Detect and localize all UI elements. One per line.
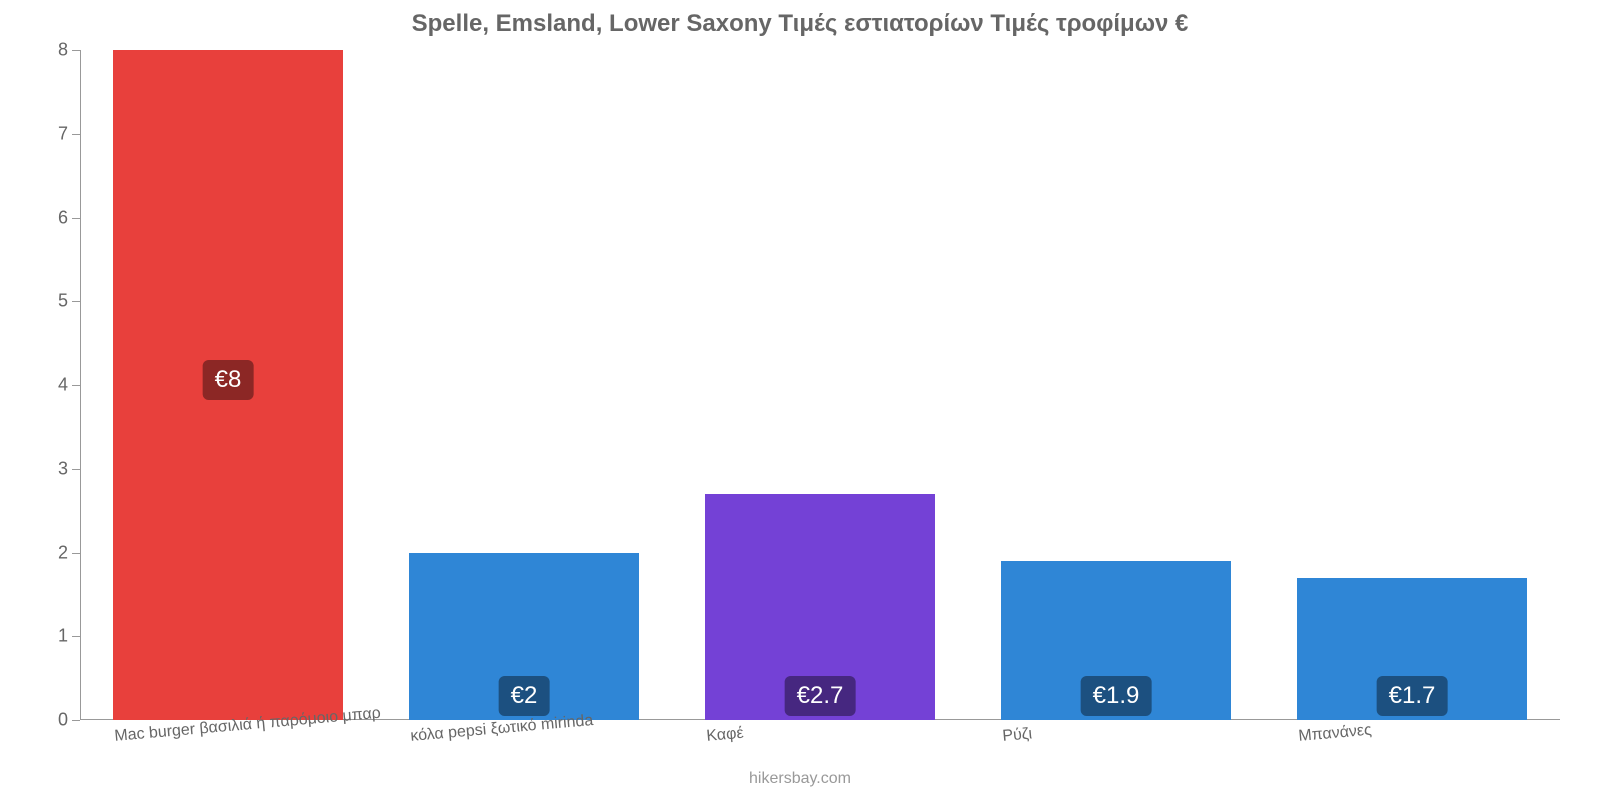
y-tick-label: 5: [58, 291, 80, 312]
x-category-label: Μπανάνες: [1297, 714, 1372, 746]
y-tick-label: 2: [58, 542, 80, 563]
y-tick-label: 8: [58, 40, 80, 61]
y-tick-label: 0: [58, 710, 80, 731]
y-tick-label: 6: [58, 207, 80, 228]
chart-container: Spelle, Emsland, Lower Saxony Τιμές εστι…: [0, 0, 1600, 800]
bar: €1.9: [1001, 561, 1232, 720]
bar: €2: [409, 553, 640, 721]
plot-area: 012345678€8Mac burger βασιλιά ή παρόμοιο…: [80, 50, 1560, 720]
chart-title: Spelle, Emsland, Lower Saxony Τιμές εστι…: [0, 10, 1600, 38]
bar-value-badge: €2.7: [785, 676, 856, 716]
y-tick-label: 3: [58, 458, 80, 479]
y-tick-label: 7: [58, 123, 80, 144]
bar-value-badge: €1.7: [1377, 676, 1448, 716]
y-axis-line: [80, 50, 81, 720]
bar-value-badge: €1.9: [1081, 676, 1152, 716]
bar: €2.7: [705, 494, 936, 720]
x-category-label: Ρύζι: [1001, 717, 1033, 745]
attribution-text: hikersbay.com: [0, 770, 1600, 788]
y-tick-label: 4: [58, 375, 80, 396]
y-tick-label: 1: [58, 626, 80, 647]
bar: €8: [113, 50, 344, 720]
bar-value-badge: €8: [203, 360, 254, 400]
bar: €1.7: [1297, 578, 1528, 720]
x-category-label: Καφέ: [705, 717, 744, 746]
